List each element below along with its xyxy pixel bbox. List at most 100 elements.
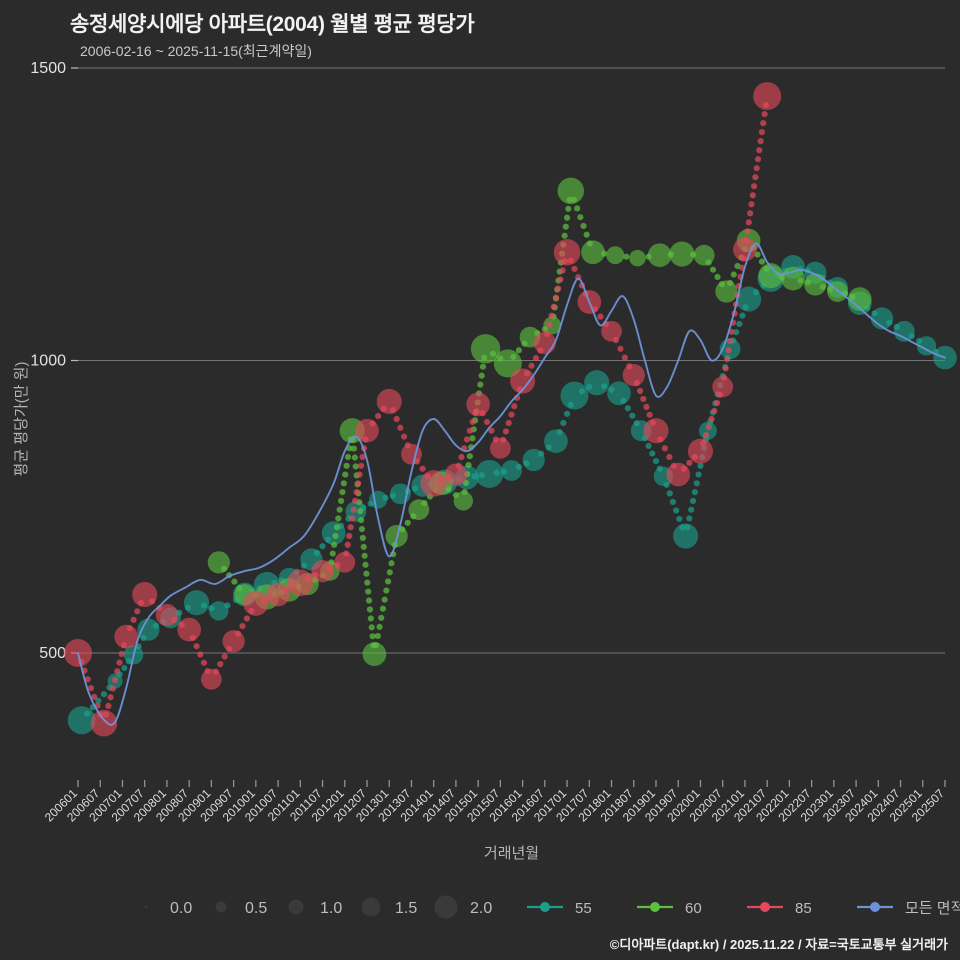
data-bubble[interactable] [266,582,290,607]
data-bubble[interactable] [847,287,872,311]
data-bubble[interactable] [560,381,589,410]
data-bubble[interactable] [470,334,501,364]
legend-series-55[interactable]: 55 [527,900,592,917]
data-bubble[interactable] [137,618,160,641]
series-connector-dot [557,276,564,283]
data-bubble[interactable] [177,617,201,642]
series-connector-dot [87,685,95,692]
data-bubble[interactable] [601,320,622,342]
series-connector-dot [757,138,764,145]
data-bubble[interactable] [376,388,402,415]
series-connector-dot [379,605,387,612]
data-bubble[interactable] [207,551,230,574]
series-connector-dot [753,165,760,172]
series-connector-dot [752,174,759,181]
data-bubble[interactable] [557,177,585,205]
data-bubble[interactable] [522,448,545,472]
y-tick-label: 500 [39,645,66,662]
data-bubble[interactable] [362,642,387,667]
data-bubble[interactable] [466,392,490,417]
data-bubble[interactable] [243,590,269,616]
data-bubble[interactable] [687,438,714,464]
legend-series-60[interactable]: 60 [637,900,702,917]
series-connector-dot [344,453,352,461]
legend-series-모든 면적대 평균값[interactable]: 모든 면적대 평균값 [857,900,960,917]
data-bubble[interactable] [647,243,672,268]
data-bubble[interactable] [606,246,625,265]
data-bubble[interactable] [311,559,334,583]
data-bubble[interactable] [222,630,245,653]
data-bubble[interactable] [453,491,474,511]
series-connector-dot [364,579,371,586]
data-bubble[interactable] [155,603,179,627]
data-bubble[interactable] [321,521,346,545]
series-connector-dot [466,427,473,434]
data-bubble[interactable] [334,551,356,573]
series-connector-dot [352,463,359,470]
data-bubble[interactable] [533,331,556,355]
series-connector-dot [666,490,673,497]
data-bubble[interactable] [733,237,757,262]
data-bubble[interactable] [666,462,691,487]
series-connector-dot [724,356,731,363]
data-bubble[interactable] [209,601,229,621]
data-bubble[interactable] [622,364,645,387]
data-bubble[interactable] [355,418,379,443]
data-bubble[interactable] [114,624,139,649]
data-bubble[interactable] [200,668,222,690]
data-bubble[interactable] [712,376,734,398]
legend-series-85[interactable]: 85 [747,900,812,917]
legend-series-label: 60 [685,900,702,917]
series-connector-dot [676,515,683,523]
series-connector-dot [463,436,471,443]
series-connector-dot [362,561,369,568]
series-connector-dot [689,497,697,504]
data-bubble[interactable] [369,490,388,509]
data-bubble[interactable] [584,370,610,396]
series-connector-dot [597,313,604,320]
series-connector-dot [111,676,119,684]
series-connector-dot [745,219,752,226]
data-bubble[interactable] [804,273,827,296]
data-bubble[interactable] [475,459,504,488]
data-bubble[interactable] [401,443,422,465]
data-bubble[interactable] [67,706,96,735]
data-bubble[interactable] [893,320,915,342]
data-bubble[interactable] [493,349,522,378]
series-connector-dot [84,676,91,683]
data-bubble[interactable] [693,244,715,266]
data-bubble[interactable] [753,82,782,111]
series-connector-dot [574,205,581,212]
series-connector-dot [340,480,347,487]
data-bubble[interactable] [916,336,937,356]
data-bubble[interactable] [510,368,536,394]
data-bubble[interactable] [544,429,568,454]
series-connector-dot [339,489,346,496]
data-bubble[interactable] [673,523,699,549]
data-bubble[interactable] [132,581,158,608]
series-connector-dot [645,442,652,450]
data-bubble[interactable] [553,238,581,266]
series-connector-dot [688,506,695,513]
data-bubble[interactable] [420,470,447,497]
data-bubble[interactable] [501,460,522,481]
data-bubble[interactable] [736,286,762,312]
data-bubble[interactable] [287,569,314,597]
data-bubble[interactable] [184,590,210,616]
series-connector-dot [200,659,208,666]
data-bubble[interactable] [607,381,631,406]
data-bubble[interactable] [581,240,605,265]
series-connector-dot [346,532,353,540]
data-bubble[interactable] [444,463,468,486]
data-bubble[interactable] [643,418,669,444]
data-bubble[interactable] [408,499,430,521]
data-bubble[interactable] [90,709,118,737]
series-connector-dot [469,435,476,442]
legend-series-label: 모든 면적대 평균값 [905,900,960,917]
data-bubble[interactable] [758,263,784,289]
data-bubble[interactable] [669,241,695,267]
data-bubble[interactable] [715,280,738,303]
data-bubble[interactable] [489,437,511,459]
data-bubble[interactable] [629,249,646,267]
